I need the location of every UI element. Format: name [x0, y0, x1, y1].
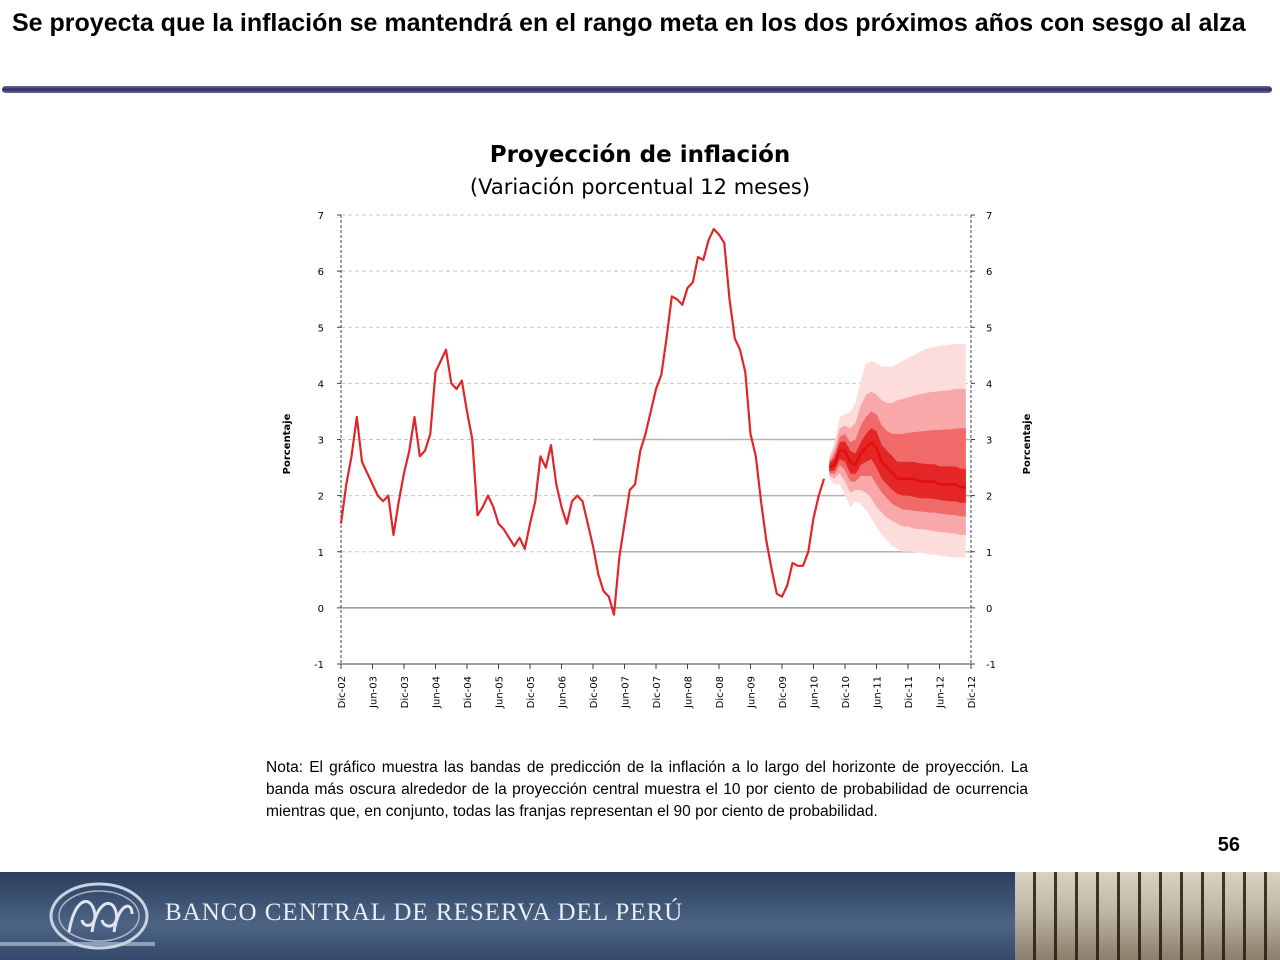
- y-tick-label-right: 0: [986, 604, 992, 615]
- x-tick-label: Dic-11: [904, 676, 915, 708]
- central-projection-line: [828, 440, 966, 489]
- x-tick-label: Dic-04: [463, 676, 474, 708]
- inflation-line: [339, 227, 826, 616]
- inflation-series: [339, 227, 966, 616]
- x-tick-label: Jun-03: [369, 676, 380, 709]
- x-tick-label: Jun-09: [747, 676, 758, 709]
- y-tick-label-right: 5: [986, 323, 992, 334]
- y-tick-label-left: -1: [314, 660, 324, 671]
- slide-title: Se proyecta que la inflación se mantendr…: [12, 9, 1246, 37]
- x-tick-label: Dic-06: [589, 676, 600, 708]
- y-tick-label-right: 6: [986, 267, 992, 278]
- chart-axes: [337, 214, 975, 669]
- y-tick-label-right: 7: [986, 211, 992, 222]
- tick-labels: -1 -1 0 0 1 1 2 2 3 3 4 4 5 5 6 6 7 7 Dic-02 Jun-03 Dic-03 Ju…: [314, 211, 996, 709]
- x-tick-label: Dic-08: [715, 676, 726, 708]
- x-tick-label: Dic-05: [526, 676, 537, 708]
- y-axis-label-left: Porcentaje: [282, 413, 293, 474]
- x-tick-label: Dic-10: [841, 676, 852, 708]
- chart-subtitle: (Variación porcentual 12 meses): [470, 175, 810, 199]
- x-tick-label: Dic-07: [652, 676, 663, 708]
- y-tick-label-right: 1: [986, 548, 992, 559]
- y-tick-label-left: 5: [318, 323, 324, 334]
- bank-name: BANCO CENTRAL DE RESERVA DEL PERÚ: [165, 899, 684, 926]
- x-tick-label: Jun-08: [684, 676, 695, 709]
- y-tick-label-left: 2: [318, 492, 324, 503]
- chart-footnote: Nota: El gráfico muestra las bandas de p…: [266, 759, 1028, 820]
- x-tick-label: Dic-03: [400, 676, 411, 708]
- x-tick-label: Dic-02: [337, 676, 348, 708]
- x-tick-label: Jun-06: [558, 676, 569, 709]
- footer-banner: BANCO CENTRAL DE RESERVA DEL PERÚ: [0, 872, 1280, 960]
- projection-fan-bands: [829, 344, 966, 558]
- footer-photo: [1015, 872, 1280, 960]
- y-tick-label-left: 0: [318, 604, 324, 615]
- chart-title: Proyección de inflación: [490, 142, 791, 168]
- x-tick-label: Jun-11: [873, 676, 884, 709]
- y-tick-label-right: 2: [986, 492, 992, 503]
- x-tick-label: Jun-12: [936, 676, 947, 709]
- x-tick-label: Jun-07: [621, 676, 632, 709]
- y-tick-label-left: 1: [318, 548, 324, 559]
- y-tick-label-right: -1: [986, 660, 996, 671]
- y-tick-label-left: 6: [318, 267, 324, 278]
- x-tick-label: Dic-09: [778, 676, 789, 708]
- bcrp-monogram-logo-icon: [49, 882, 149, 950]
- y-tick-label-right: 4: [986, 379, 992, 390]
- y-tick-label-right: 3: [986, 436, 992, 447]
- x-tick-label: Jun-05: [495, 676, 506, 709]
- title-divider: [2, 86, 1272, 93]
- page-number: 56: [1217, 834, 1240, 856]
- y-tick-label-left: 3: [318, 436, 324, 447]
- x-tick-label: Jun-10: [810, 676, 821, 709]
- x-tick-label: Jun-04: [432, 676, 443, 709]
- y-tick-label-left: 7: [318, 211, 324, 222]
- y-axis-label-right: Porcentaje: [1022, 413, 1033, 474]
- y-tick-label-left: 4: [318, 379, 324, 390]
- x-tick-label: Dic-12: [967, 676, 978, 708]
